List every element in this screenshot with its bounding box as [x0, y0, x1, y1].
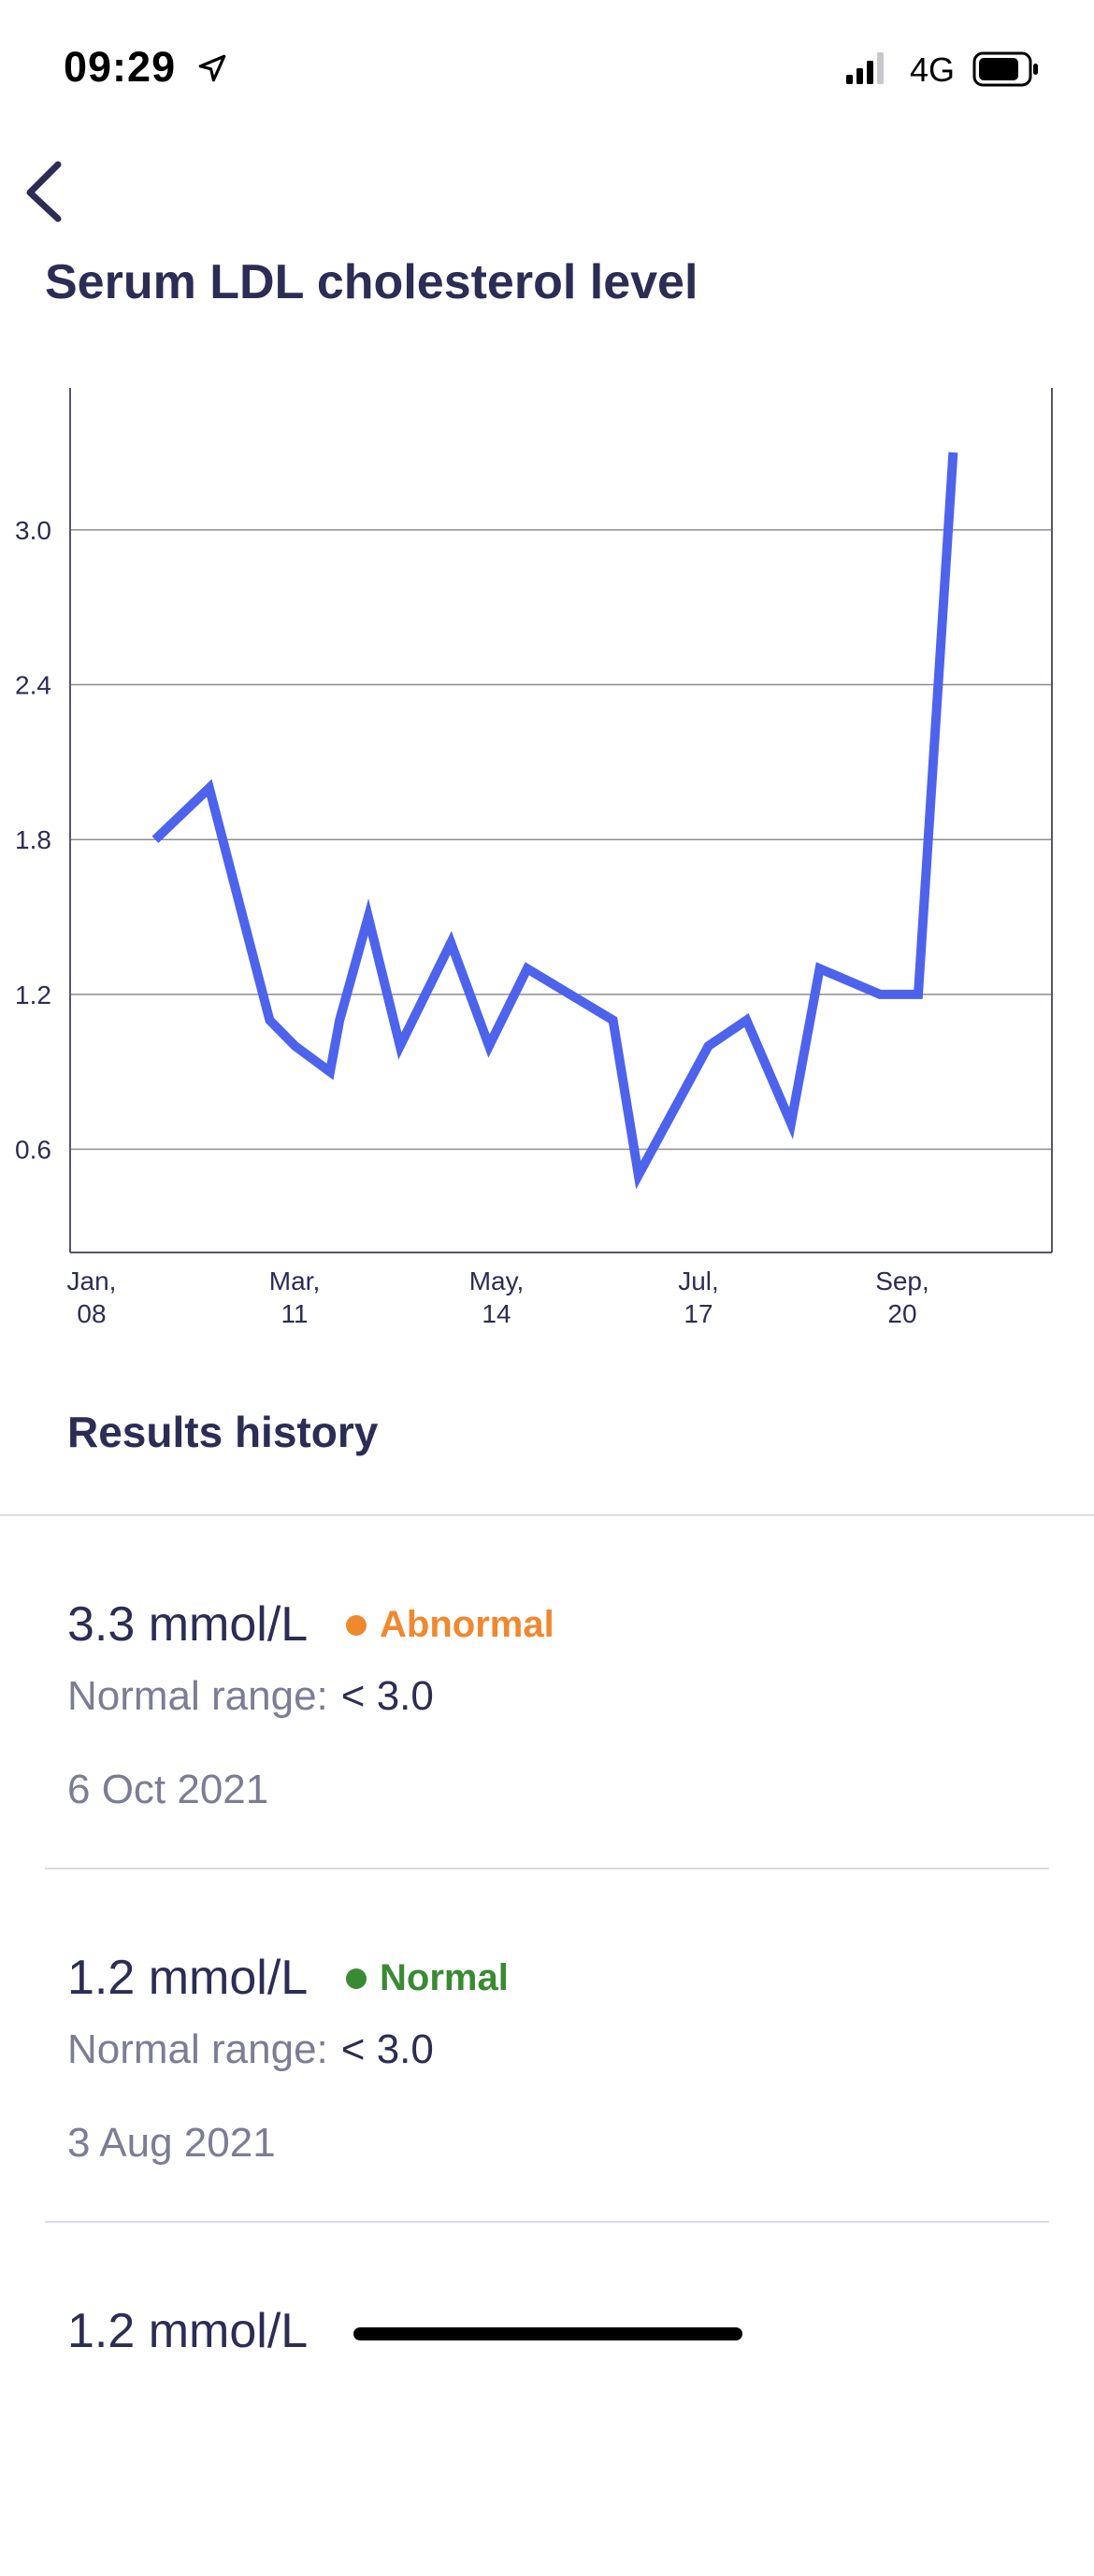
status-time: 09:29 — [64, 43, 177, 91]
result-value: 3.3 mmol/L — [67, 1597, 309, 1652]
cellular-signal-icon — [846, 52, 884, 84]
status-bar: 09:29 4G — [0, 0, 1094, 140]
results-list: 3.3 mmol/L Abnormal Normal range: < 3.0 6… — [0, 1516, 1094, 2576]
result-date: 6 Oct 2021 — [67, 1767, 269, 1812]
ldl-line-chart: 0.6 1.2 1.8 2.4 3.0 Jan, 08 Mar, 11 May, 14 Jul, 17 S… — [15, 388, 1053, 1328]
normal-range-label: Normal range: — [67, 2026, 328, 2072]
result-date: 3 Aug 2021 — [67, 2120, 276, 2166]
x-tick-label: Jul, — [678, 1267, 719, 1295]
result-value: 1.2 mmol/L — [67, 2304, 309, 2358]
chevron-left-icon — [26, 161, 62, 222]
section-divider — [0, 1514, 1094, 1516]
status-badge: Abnormal — [346, 1604, 554, 1646]
x-tick-label: 11 — [281, 1299, 308, 1328]
y-tick-label: 2.4 — [15, 671, 51, 700]
y-tick-label: 1.2 — [15, 980, 51, 1009]
results-history-title: Results history — [67, 1408, 379, 1456]
result-item[interactable]: 1.2 mmol/L — [0, 2223, 1094, 2576]
back-button[interactable] — [17, 157, 73, 222]
page-title: Serum LDL cholesterol level — [45, 255, 698, 309]
y-tick-label: 0.6 — [15, 1136, 51, 1165]
normal-range-value: < 3.0 — [340, 1673, 434, 1719]
x-tick-label: 17 — [684, 1299, 713, 1328]
location-arrow-icon — [198, 54, 226, 82]
result-item[interactable]: 1.2 mmol/L Normal Normal range: < 3.0 3 A… — [0, 1869, 1094, 2223]
series-line — [151, 451, 958, 1190]
network-type-label: 4G — [910, 50, 956, 89]
status-dot-icon — [346, 1968, 367, 1989]
normal-range: Normal range: < 3.0 — [67, 2026, 434, 2073]
status-dot-icon — [346, 1614, 367, 1636]
item-divider — [45, 2221, 1049, 2223]
normal-range: Normal range: < 3.0 — [67, 1673, 434, 1720]
normal-range-value: < 3.0 — [340, 2026, 434, 2072]
status-badge: Normal — [346, 1957, 509, 1999]
x-tick-label: 14 — [482, 1299, 511, 1328]
x-tick-label: Mar, — [269, 1267, 320, 1295]
battery-icon — [972, 51, 1038, 87]
x-tick-label: 08 — [77, 1299, 106, 1328]
result-value: 1.2 mmol/L — [67, 1951, 309, 2005]
status-label: Normal — [380, 1957, 509, 1998]
y-tick-label: 1.8 — [15, 825, 51, 854]
result-item[interactable]: 3.3 mmol/L Abnormal Normal range: < 3.0 6… — [0, 1516, 1094, 1869]
status-label: Abnormal — [380, 1604, 554, 1645]
x-tick-label: Jan, — [67, 1267, 117, 1295]
normal-range-label: Normal range: — [67, 1673, 328, 1719]
home-indicator — [353, 2327, 742, 2340]
x-tick-label: May, — [469, 1267, 525, 1295]
y-tick-label: 3.0 — [15, 516, 51, 545]
x-tick-label: Sep, — [875, 1267, 929, 1295]
item-divider — [45, 1868, 1049, 1869]
x-tick-label: 20 — [887, 1299, 916, 1328]
